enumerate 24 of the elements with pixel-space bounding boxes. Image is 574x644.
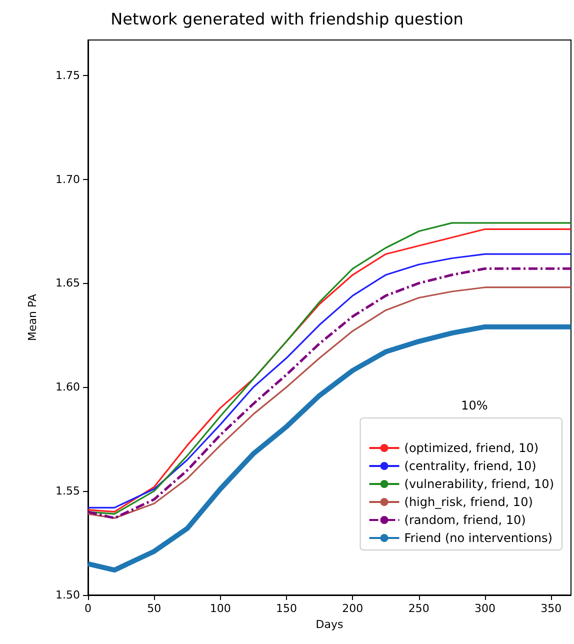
legend-label: Friend (no interventions) <box>404 531 552 545</box>
x-tick-label: 100 <box>210 602 231 615</box>
x-tick-label: 0 <box>84 602 92 615</box>
legend-label: (vulnerability, friend, 10) <box>404 477 554 491</box>
y-tick-label: 1.60 <box>56 380 80 394</box>
y-tick-label: 1.50 <box>56 588 80 602</box>
x-tick-label: 250 <box>408 602 430 615</box>
y-tick-label: 1.75 <box>56 68 80 82</box>
x-tick-label: 50 <box>147 602 162 615</box>
legend-label: (high_risk, friend, 10) <box>404 495 533 509</box>
legend-label: (centrality, friend, 10) <box>404 459 536 473</box>
chart-title: Network generated with friendship question <box>110 10 464 28</box>
y-axis-title: Mean PA <box>26 294 39 341</box>
x-tick-label: 200 <box>342 602 364 615</box>
legend-label: (optimized, friend, 10) <box>404 441 539 455</box>
y-tick-label: 1.65 <box>56 276 80 290</box>
legend-title: 10% <box>461 398 488 412</box>
x-axis-title: Days <box>316 618 344 631</box>
x-tick-label: 300 <box>474 602 496 615</box>
y-tick-label: 1.55 <box>56 484 80 498</box>
x-tick-label: 350 <box>540 602 562 615</box>
x-tick-label: 150 <box>276 602 297 615</box>
legend-label: (random, friend, 10) <box>404 513 526 527</box>
y-tick-label: 1.70 <box>56 172 80 186</box>
